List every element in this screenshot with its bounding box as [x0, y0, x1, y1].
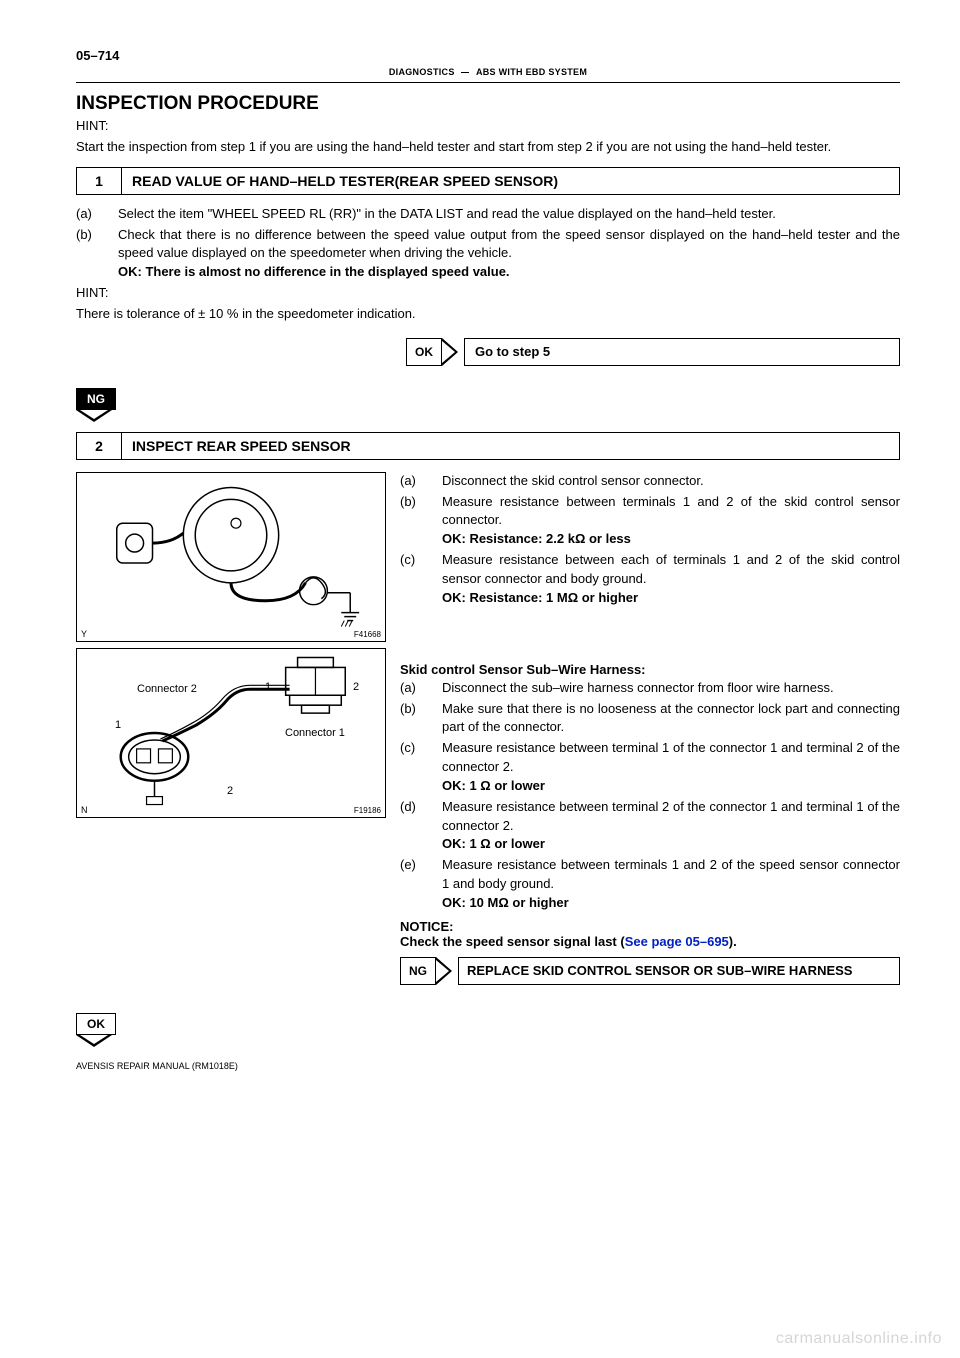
fig2-n2-top: 2 [353, 681, 359, 693]
sub-a: Disconnect the sub–wire harness connecto… [442, 679, 900, 698]
footer-text: AVENSIS REPAIR MANUAL (RM1018E) [76, 1061, 900, 1071]
ok-goto-row: OK Go to step 5 [406, 338, 900, 366]
intro-hint: Start the inspection from step 1 if you … [76, 138, 900, 157]
step1-header: 1 READ VALUE OF HAND–HELD TESTER(REAR SP… [76, 167, 900, 195]
ok-down-block: OK [76, 1013, 116, 1047]
replace-box: REPLACE SKID CONTROL SENSOR OR SUB–WIRE … [458, 957, 900, 985]
watermark: carmanualsonline.info [776, 1330, 942, 1348]
header-dash [461, 72, 469, 73]
figure-2: Connector 2 1 2 Connector 1 1 2 N F19186 [76, 648, 386, 818]
sub-e-text: Measure resistance between terminals 1 a… [442, 857, 900, 891]
list-tag: (e) [400, 856, 442, 913]
figure-1: Y F41668 [76, 472, 386, 642]
step2-c: Measure resistance between each of termi… [442, 551, 900, 608]
step2-number: 2 [77, 433, 122, 459]
step1-number: 1 [77, 168, 122, 194]
ng-down-block: NG [76, 388, 900, 422]
notice-label: NOTICE: [400, 919, 900, 934]
sub-c: Measure resistance between terminal 1 of… [442, 739, 900, 796]
list-tag: (b) [400, 493, 442, 550]
list-tag: (a) [400, 472, 442, 491]
step2-c-ok: OK: Resistance: 1 MΩ or higher [442, 590, 638, 605]
step1-body: (a) Select the item "WHEEL SPEED RL (RR)… [76, 205, 900, 282]
step1-b: Check that there is no difference betwee… [118, 226, 900, 283]
step2-b-ok: OK: Resistance: 2.2 kΩ or less [442, 531, 631, 546]
section-title: INSPECTION PROCEDURE [76, 93, 900, 115]
list-tag: (a) [400, 679, 442, 698]
step2-b-text: Measure resistance between terminals 1 a… [442, 494, 900, 528]
step1-b-text: Check that there is no difference betwee… [118, 227, 900, 261]
ng-badge: NG [76, 388, 116, 410]
ng-replace-row: NG REPLACE SKID CONTROL SENSOR OR SUB–WI… [400, 957, 900, 985]
header-left: DIAGNOSTICS [389, 67, 455, 77]
goto-step5: Go to step 5 [464, 338, 900, 366]
fig1-code: F41668 [354, 630, 381, 639]
fig2-letter: N [81, 805, 88, 815]
list-tag: (b) [400, 700, 442, 738]
arrow-down-icon [76, 410, 112, 422]
notice-line: Check the speed sensor signal last (See … [400, 934, 900, 949]
figure-1-svg [77, 473, 385, 641]
header-right: ABS WITH EBD SYSTEM [476, 67, 587, 77]
header-rule [76, 82, 900, 83]
notice-end: ). [729, 934, 737, 949]
step1-b-ok: OK: There is almost no difference in the… [118, 264, 510, 279]
fig2-n2-bot: 2 [227, 785, 233, 797]
list-tag: (b) [76, 226, 118, 283]
notice-text: Check the speed sensor signal last ( [400, 934, 625, 949]
step1-a: Select the item "WHEEL SPEED RL (RR)" in… [118, 205, 900, 224]
page-number: 05–714 [76, 48, 900, 63]
sub-d: Measure resistance between terminal 2 of… [442, 798, 900, 855]
sub-d-text: Measure resistance between terminal 2 of… [442, 799, 900, 833]
fig2-code: F19186 [354, 806, 381, 815]
fig2-conn2-label: Connector 2 [137, 683, 197, 695]
step2-b: Measure resistance between terminals 1 a… [442, 493, 900, 550]
sub-b: Make sure that there is no looseness at … [442, 700, 900, 738]
fig2-n1-bot: 1 [115, 719, 121, 731]
header-center: DIAGNOSTICS ABS WITH EBD SYSTEM [76, 67, 900, 80]
list-tag: (d) [400, 798, 442, 855]
sub-e: Measure resistance between terminals 1 a… [442, 856, 900, 913]
sub-c-ok: OK: 1 Ω or lower [442, 778, 545, 793]
fig1-letter: Y [81, 629, 87, 639]
sub-c-text: Measure resistance between terminal 1 of… [442, 740, 900, 774]
notice-link[interactable]: See page 05–695 [625, 934, 729, 949]
fig2-n1-top: 1 [265, 681, 271, 693]
ok-badge-down: OK [76, 1013, 116, 1035]
step2-text-column: (a)Disconnect the skid control sensor co… [400, 472, 900, 985]
sub-harness-title: Skid control Sensor Sub–Wire Harness: [400, 662, 900, 677]
fig2-conn1-label: Connector 1 [285, 727, 345, 739]
step2-title: INSPECT REAR SPEED SENSOR [122, 433, 899, 459]
arrow-right-icon [436, 957, 452, 985]
hint-label-2: HINT: [76, 284, 900, 303]
list-tag: (c) [400, 739, 442, 796]
step2-header: 2 INSPECT REAR SPEED SENSOR [76, 432, 900, 460]
hint-label: HINT: [76, 117, 900, 136]
list-tag: (c) [400, 551, 442, 608]
ok-badge: OK [406, 338, 442, 366]
sub-e-ok: OK: 10 MΩ or higher [442, 895, 569, 910]
arrow-right-icon [442, 338, 458, 366]
step2-a: Disconnect the skid control sensor conne… [442, 472, 900, 491]
ng-badge-inline: NG [400, 957, 436, 985]
arrow-down-icon [76, 1035, 112, 1047]
sub-d-ok: OK: 1 Ω or lower [442, 836, 545, 851]
step1-title: READ VALUE OF HAND–HELD TESTER(REAR SPEE… [122, 168, 899, 194]
step2-c-text: Measure resistance between each of termi… [442, 552, 900, 586]
list-tag: (a) [76, 205, 118, 224]
step1-hint: There is tolerance of ± 10 % in the spee… [76, 305, 900, 324]
